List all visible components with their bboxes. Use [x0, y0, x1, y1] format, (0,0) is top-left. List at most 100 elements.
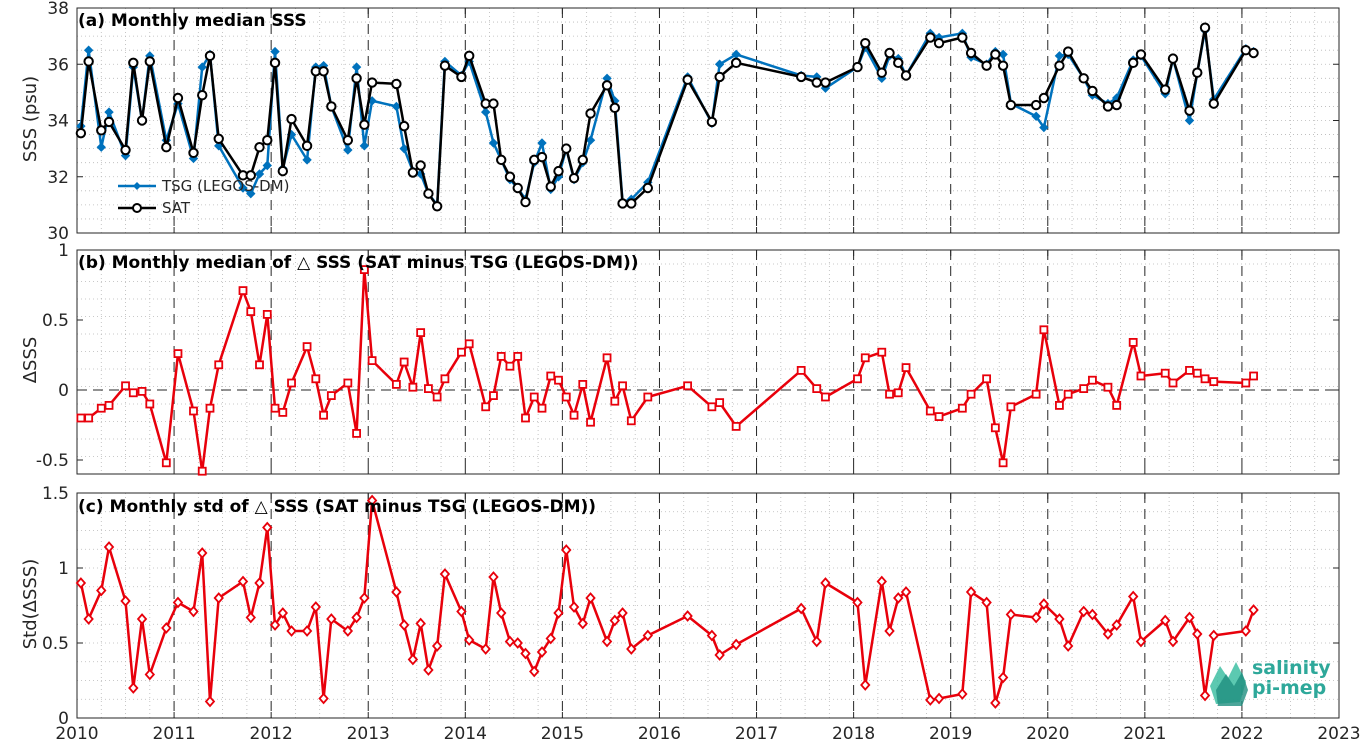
data-point	[128, 682, 139, 694]
data-point	[136, 613, 148, 625]
data-point	[860, 353, 870, 363]
data-point	[319, 410, 328, 420]
data-point	[136, 115, 148, 126]
data-point	[1087, 85, 1098, 97]
data-point	[416, 328, 426, 338]
data-point	[311, 374, 321, 384]
data-point	[683, 381, 693, 391]
data-point	[302, 155, 312, 165]
data-point	[617, 607, 628, 619]
data-point	[246, 307, 256, 317]
data-point	[1248, 604, 1259, 616]
data-point	[161, 458, 171, 468]
data-point	[214, 360, 224, 370]
data-point	[1167, 635, 1179, 648]
data-point	[618, 381, 627, 391]
data-point	[277, 165, 289, 177]
data-point	[860, 37, 871, 49]
data-point	[561, 392, 571, 402]
data-point	[415, 617, 426, 630]
data-point	[982, 374, 992, 384]
data-point	[925, 32, 936, 43]
data-point	[351, 611, 362, 624]
logo-text-salinity: salinity	[1252, 657, 1331, 679]
data-point	[714, 59, 725, 69]
data-point	[966, 389, 976, 399]
data-point	[137, 386, 147, 396]
data-point	[568, 601, 580, 613]
salinity-pimep-logo: salinity pi-mep	[1206, 656, 1336, 708]
panel-b-title: (b) Monthly median of △ SSS (SAT minus T…	[78, 253, 639, 273]
data-point	[96, 125, 107, 136]
data-point	[278, 407, 288, 417]
data-point	[884, 47, 895, 59]
data-point	[820, 577, 831, 589]
legend-sat-label: SAT	[162, 199, 191, 217]
y-tick-label: 0	[58, 709, 69, 729]
data-point	[359, 265, 369, 275]
data-point	[643, 392, 653, 402]
data-point	[269, 57, 281, 69]
data-point	[83, 45, 94, 55]
data-point	[852, 596, 863, 609]
data-point	[1038, 598, 1050, 610]
data-point	[1102, 628, 1114, 640]
data-point	[1127, 590, 1139, 603]
data-point	[456, 71, 467, 83]
data-point	[464, 339, 474, 349]
panel-b-ylabel: ΔSSS	[20, 337, 41, 384]
data-point	[981, 60, 992, 71]
panel-a-title: (a) Monthly median SSS	[78, 11, 307, 31]
data-point	[423, 188, 434, 199]
x-tick-label: 2012	[250, 724, 293, 744]
x-tick-label: 2019	[929, 724, 972, 744]
y-tick-label: 36	[47, 55, 69, 75]
data-point	[457, 347, 466, 357]
data-point	[398, 120, 410, 132]
data-point	[714, 649, 725, 661]
data-point	[488, 571, 499, 583]
data-point	[601, 80, 613, 91]
data-point	[860, 679, 871, 691]
data-point	[432, 392, 442, 402]
data-point	[512, 182, 523, 194]
data-point	[204, 50, 216, 62]
data-point	[553, 165, 564, 177]
data-point	[1005, 99, 1017, 111]
data-point	[706, 116, 718, 128]
data-point	[83, 613, 94, 625]
data-point	[997, 671, 1009, 684]
data-point	[1078, 73, 1089, 84]
data-point	[120, 595, 131, 607]
data-point	[188, 147, 199, 159]
data-point	[408, 382, 418, 392]
data-point	[1184, 115, 1195, 126]
data-point	[569, 410, 579, 420]
data-point	[893, 592, 904, 604]
panel-c: 2010 2011 2012 2013 2014 2015 2016 2017 2018 2019…	[42, 484, 1361, 744]
data-point	[246, 188, 256, 199]
logo-icon	[1210, 662, 1248, 706]
data-point	[254, 577, 265, 589]
data-point	[423, 664, 434, 676]
data-point	[245, 611, 256, 624]
data-point	[601, 635, 613, 648]
data-point	[1249, 371, 1258, 381]
data-point	[585, 108, 596, 119]
data-point	[642, 629, 654, 642]
y-tick-label: 0.5	[42, 634, 69, 654]
data-point	[529, 665, 540, 678]
data-point	[84, 413, 94, 423]
data-point	[1160, 84, 1171, 95]
series-line	[80, 268, 1255, 473]
axes-frame	[76, 492, 1340, 719]
data-point	[795, 71, 807, 83]
legend-tsg-marker	[133, 182, 141, 190]
data-point	[1088, 375, 1097, 385]
data-point	[197, 466, 207, 476]
data-point	[529, 392, 539, 402]
data-point	[852, 61, 863, 73]
data-point	[568, 172, 580, 184]
y-tick-label: 0.5	[42, 311, 69, 331]
data-point	[1199, 689, 1211, 702]
